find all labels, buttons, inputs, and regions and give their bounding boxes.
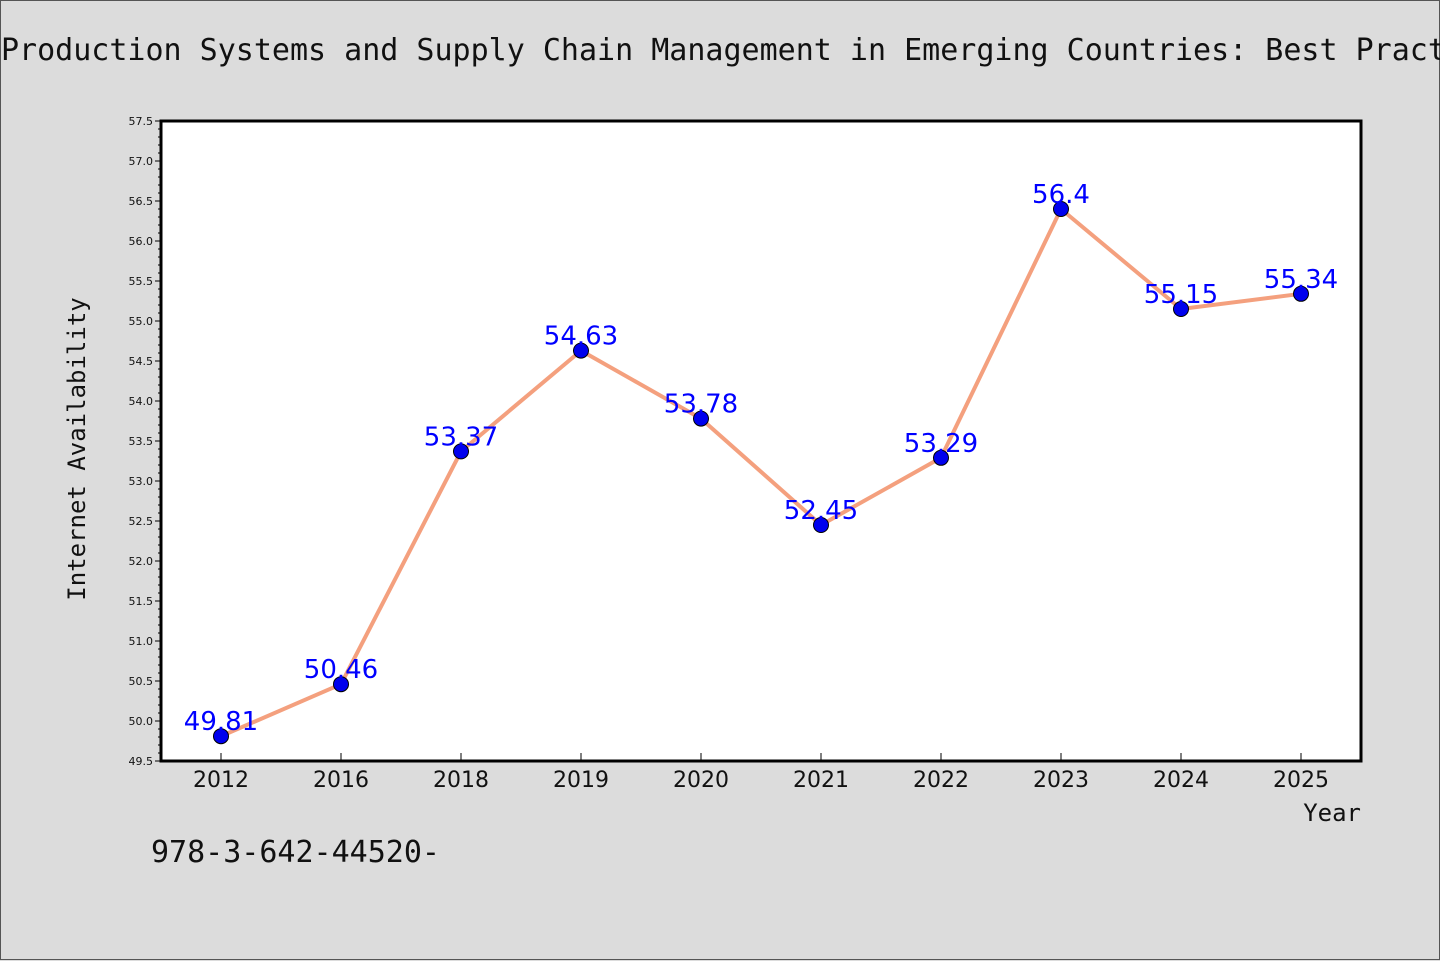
- x-tick-label: 2025: [1273, 768, 1329, 793]
- data-label: 52.45: [784, 496, 858, 526]
- plot-area: [159, 119, 1363, 763]
- y-axis: 49.5 50.0 50.5 51.0 51.5 52.0 52.5 53.0 53.5 54.0…: [129, 115, 161, 768]
- data-point: [213, 728, 229, 745]
- y-tick-label: 52.0: [129, 555, 154, 568]
- x-tick-label: 2022: [913, 768, 969, 793]
- y-tick-label: 51.0: [129, 635, 154, 648]
- data-point: [933, 449, 949, 466]
- x-axis-label: Year: [1303, 799, 1361, 827]
- data-label: 53.29: [904, 429, 978, 459]
- y-tick-label: 50.0: [129, 715, 154, 728]
- data-point: [1053, 201, 1069, 217]
- y-axis-label: Internet Availability: [63, 297, 91, 600]
- data-label: 54.63: [544, 322, 618, 352]
- y-tick-label: 49.5: [129, 755, 154, 768]
- data-label: 49.81: [184, 707, 258, 737]
- y-tick-label: 56.0: [129, 235, 154, 248]
- y-tick-label: 55.5: [129, 275, 154, 288]
- y-tick-label: 53.0: [129, 475, 154, 488]
- data-label: 53.37: [424, 422, 498, 452]
- y-tick-label: 50.5: [129, 675, 154, 688]
- x-tick-label: 2016: [313, 768, 369, 793]
- data-label: 55.15: [1144, 280, 1218, 310]
- data-label: 56.4: [1032, 180, 1090, 210]
- x-tick-label: 2019: [553, 768, 609, 793]
- x-tick-label: 2023: [1033, 768, 1089, 793]
- data-point: [1173, 301, 1189, 317]
- data-label: 55.34: [1264, 265, 1338, 295]
- x-tick-label: 2012: [193, 768, 249, 793]
- series-layer: 49.81 50.46 53.37 54.63 53.78 52.45 53.29 56.4 5…: [184, 180, 1338, 745]
- data-label: 53.78: [664, 390, 738, 420]
- chart-title: Production Systems and Supply Chain Mana…: [1, 33, 1440, 68]
- x-tick-label: 2018: [433, 768, 489, 793]
- y-tick-label: 52.5: [129, 515, 154, 528]
- y-tick-label: 55.0: [129, 315, 154, 328]
- isbn-text: 978-3-642-44520-: [151, 835, 440, 870]
- x-tick-label: 2021: [793, 768, 849, 793]
- data-point: [813, 517, 829, 533]
- data-point: [1293, 285, 1309, 302]
- y-tick-label: 57.0: [129, 155, 154, 168]
- y-tick-label: 53.5: [129, 435, 154, 448]
- y-tick-label: 54.5: [129, 355, 154, 368]
- data-point: [693, 410, 709, 427]
- x-tick-label: 2024: [1153, 768, 1209, 793]
- data-point: [453, 443, 469, 460]
- y-tick-label: 54.0: [129, 395, 154, 408]
- y-tick-label: 56.5: [129, 195, 154, 208]
- y-tick-label: 57.5: [129, 115, 154, 128]
- data-point: [573, 342, 589, 359]
- series-line: [220, 207, 1302, 739]
- data-point: [333, 676, 349, 693]
- data-label: 50.46: [304, 655, 378, 685]
- x-tick-label: 2020: [673, 768, 729, 793]
- x-axis: 2012 2016 2018 2019 2020 2021 2022 2023 2024 2025: [193, 753, 1329, 793]
- y-tick-label: 51.5: [129, 595, 154, 608]
